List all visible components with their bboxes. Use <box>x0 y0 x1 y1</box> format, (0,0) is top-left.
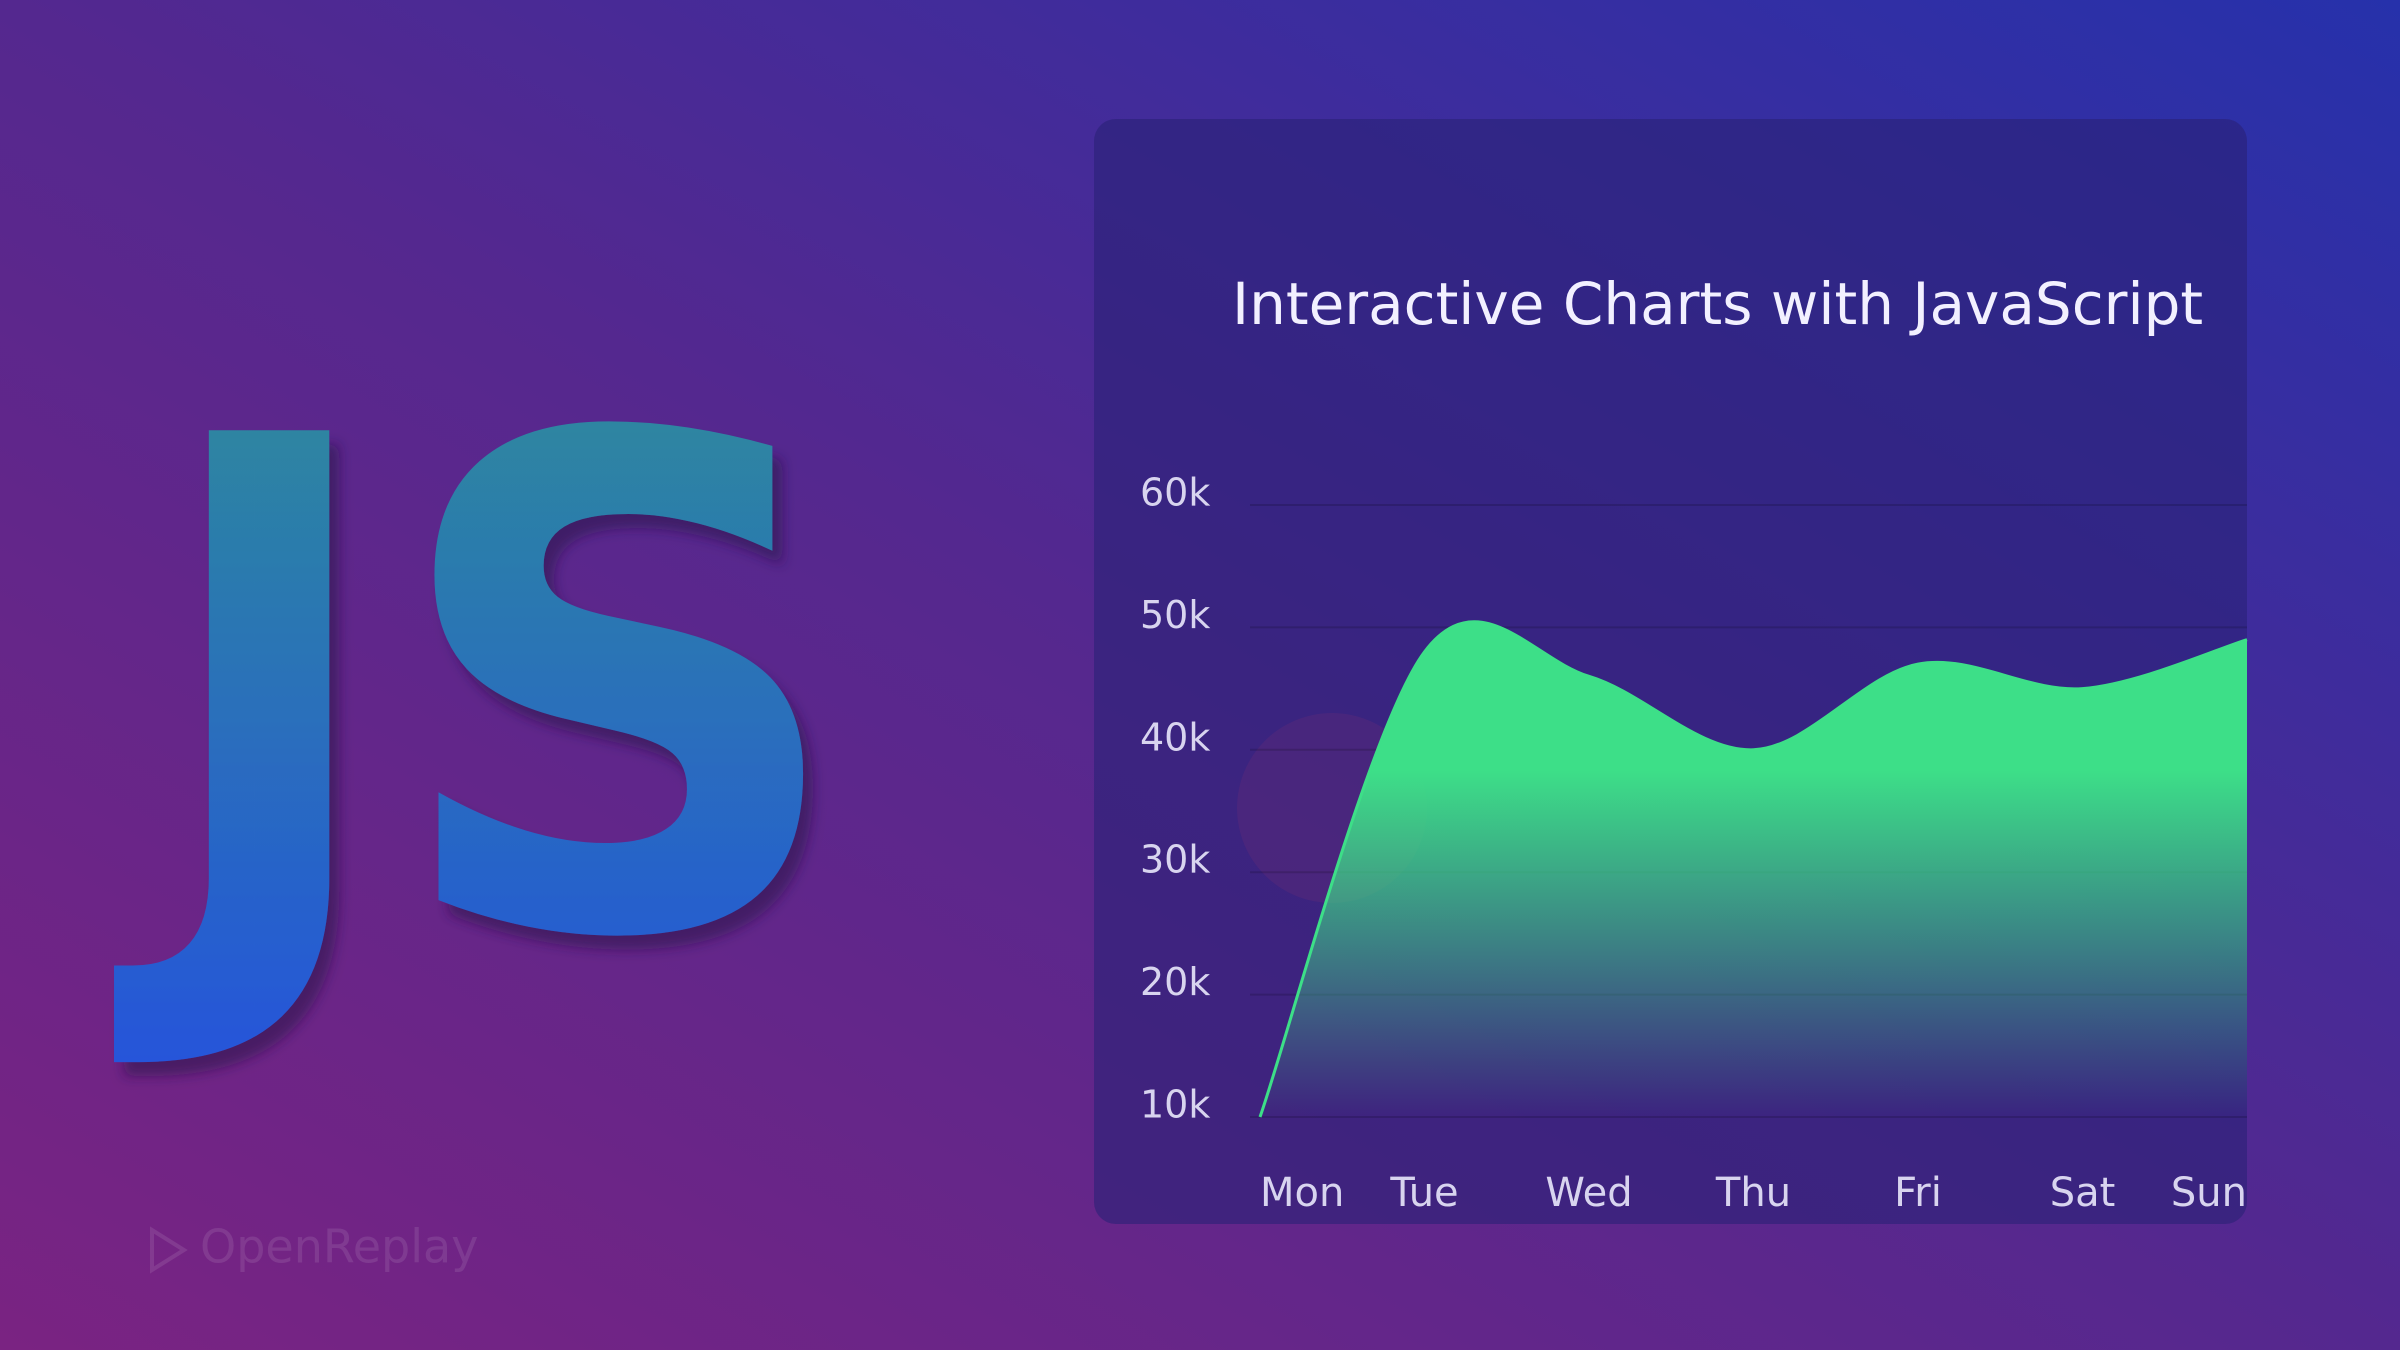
x-tick-label: Sun <box>2171 1170 2247 1216</box>
y-tick-label: 20k <box>1140 960 1210 1004</box>
y-tick-label: 40k <box>1140 715 1210 759</box>
area-line <box>1258 620 2248 1118</box>
x-tick-label: Sat <box>2050 1170 2116 1216</box>
watermark: OpenReplay <box>200 1220 478 1274</box>
y-tick-label: 50k <box>1140 593 1210 637</box>
x-tick-label: Fri <box>1894 1170 1942 1216</box>
x-tick-label: Mon <box>1260 1170 1344 1216</box>
x-tick-label: Wed <box>1545 1170 1632 1216</box>
js-logo: JS <box>110 296 850 1087</box>
y-tick-label: 30k <box>1140 838 1210 882</box>
y-tick-label: 10k <box>1140 1083 1210 1127</box>
y-tick-label: 60k <box>1140 471 1210 515</box>
x-tick-label: Tue <box>1389 1170 1458 1216</box>
x-tick-label: Thu <box>1715 1170 1791 1216</box>
watermark-icon <box>150 1226 188 1274</box>
chart-title: Interactive Charts with JavaScript <box>1232 270 2203 338</box>
area <box>1260 621 2247 1117</box>
plot: 10k 20k 30k 40k 50k 60k Mon Tue Wed Thu Fri Sat Sun <box>1140 471 2248 1216</box>
